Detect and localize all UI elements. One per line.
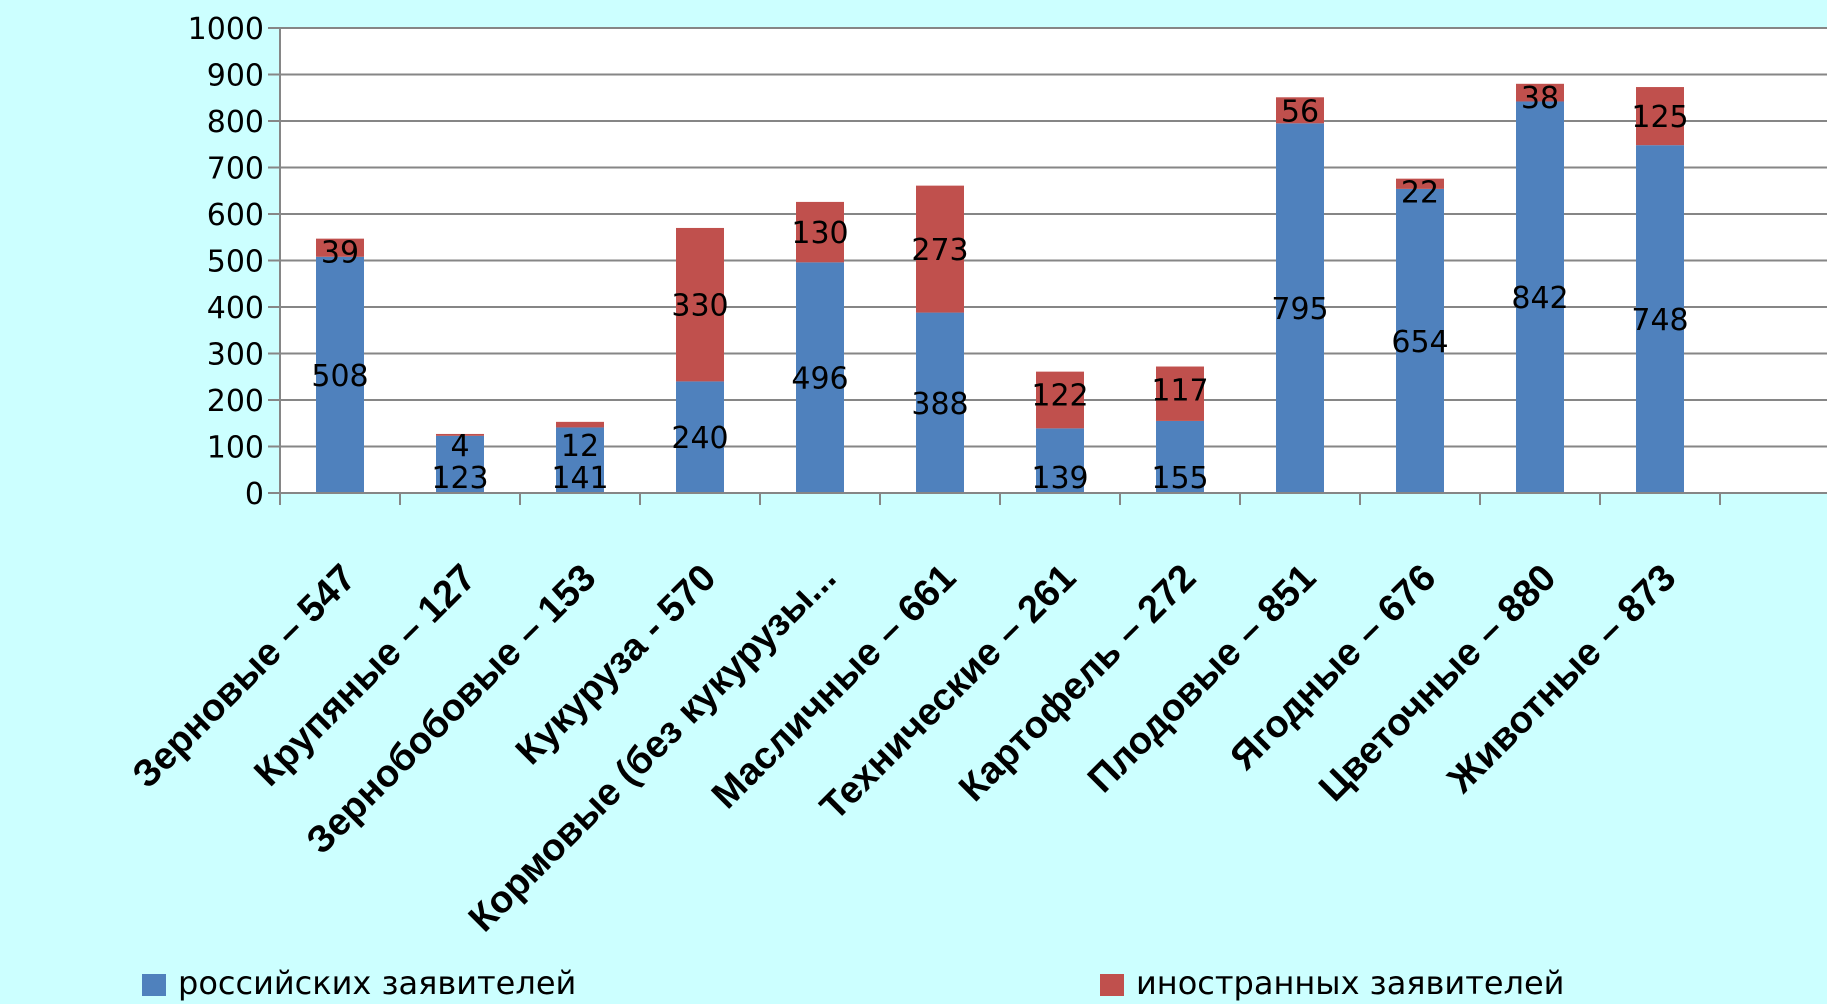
y-tick-label: 1000 — [188, 12, 264, 47]
bar-segment-russian — [1276, 123, 1324, 493]
data-label-foreign: 122 — [1031, 379, 1088, 414]
x-tick-label: Кукуруза - 570 — [508, 557, 724, 773]
y-tick-label: 100 — [207, 431, 264, 466]
bar-segment-russian — [1036, 428, 1084, 493]
data-label-russian: 508 — [311, 359, 368, 394]
legend-swatch — [142, 974, 166, 996]
legend-label: российских заявителей — [178, 964, 576, 1002]
y-tick-label: 500 — [207, 245, 264, 280]
bar-segment-foreign — [1036, 371, 1084, 429]
data-label-foreign: 330 — [671, 289, 728, 324]
bar-segment-russian — [796, 262, 844, 493]
bar-segment-russian — [1156, 420, 1204, 493]
data-label-russian: 795 — [1271, 292, 1328, 327]
bar-segment-russian — [1516, 101, 1564, 493]
bar-segment-foreign — [436, 433, 484, 436]
data-label-russian: 748 — [1631, 303, 1688, 338]
y-axis-ticks: 0 100 200 300 400 500 600 700 800 900 1000 — [188, 12, 280, 512]
y-tick-label: 0 — [245, 477, 264, 512]
data-label-foreign: 56 — [1281, 94, 1319, 129]
data-label-russian: 139 — [1031, 461, 1088, 496]
data-label-foreign: 117 — [1151, 374, 1208, 409]
bar-segment-russian — [316, 256, 364, 493]
data-label-foreign: 130 — [791, 216, 848, 251]
data-label-russian: 240 — [671, 421, 728, 456]
x-tick-label: Зерновые – 547 — [125, 557, 365, 797]
x-tick-label: Животные – 873 — [1439, 557, 1684, 802]
data-label-foreign: 12 — [561, 429, 599, 464]
y-tick-label: 700 — [207, 152, 264, 187]
bar-segment-foreign — [676, 227, 724, 382]
y-tick-label: 800 — [207, 105, 264, 140]
bar-segment-foreign — [796, 201, 844, 263]
x-tick-label: Ягодные – 676 — [1223, 557, 1445, 779]
x-tick-label: Плодовые – 851 — [1080, 557, 1324, 801]
data-label-russian: 123 — [431, 461, 488, 496]
bar-segment-foreign — [1396, 178, 1444, 189]
bar-segment-russian — [436, 435, 484, 493]
bar-segment-foreign — [1276, 97, 1324, 124]
legend: российских заявителей иностранных заявите… — [142, 964, 1564, 1002]
data-label-foreign: 4 — [450, 429, 469, 464]
bar-segment-foreign — [316, 238, 364, 257]
bar-segment-foreign — [1516, 83, 1564, 102]
data-label-russian: 842 — [1511, 281, 1568, 316]
data-label-foreign: 273 — [911, 233, 968, 268]
legend-swatch — [1100, 974, 1124, 996]
data-label-russian: 155 — [1151, 461, 1208, 496]
bars — [316, 83, 1684, 493]
bar-segment-russian — [916, 312, 964, 493]
data-label-foreign: 38 — [1521, 81, 1559, 116]
y-tick-label: 600 — [207, 198, 264, 233]
x-tick-label: Крупяные – 127 — [247, 557, 485, 795]
bar-segment-foreign — [1156, 366, 1204, 421]
axes — [279, 28, 1827, 505]
data-label-russian: 388 — [911, 387, 968, 422]
data-label-foreign: 125 — [1631, 100, 1688, 135]
x-tick-label: Картофель – 272 — [951, 557, 1204, 810]
bar-segment-russian — [1636, 145, 1684, 493]
y-tick-label: 200 — [207, 384, 264, 419]
bar-segment-foreign — [556, 421, 604, 428]
data-label-russian: 496 — [791, 362, 848, 397]
data-label-foreign: 39 — [321, 236, 359, 271]
y-tick-label: 900 — [207, 59, 264, 94]
x-tick-label: Цветочные – 880 — [1311, 557, 1564, 810]
data-label-russian: 654 — [1391, 325, 1448, 360]
bar-segment-foreign — [916, 185, 964, 313]
bar-segment-russian — [1396, 188, 1444, 493]
bar-segment-foreign — [1636, 87, 1684, 146]
bar-segment-russian — [676, 381, 724, 493]
bar-segment-russian — [556, 427, 604, 493]
y-tick-label: 400 — [207, 291, 264, 326]
legend-label: иностранных заявителей — [1136, 964, 1564, 1002]
data-label-foreign: 22 — [1401, 176, 1439, 211]
data-label-russian: 141 — [551, 461, 608, 496]
y-tick-label: 300 — [207, 338, 264, 373]
